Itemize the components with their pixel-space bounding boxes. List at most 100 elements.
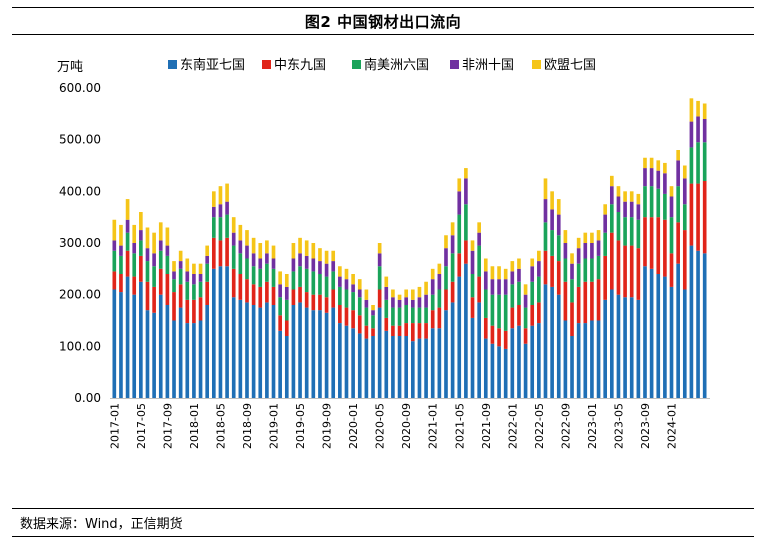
bar-segment	[185, 299, 190, 324]
bar-segment	[629, 217, 634, 246]
bar-segment	[331, 261, 336, 272]
bar-segment	[192, 263, 196, 274]
legend-label: 中东九国	[274, 58, 326, 73]
bar-segment	[251, 305, 256, 398]
bar-segment	[656, 217, 661, 274]
bar-segment	[304, 268, 309, 293]
bar-segment	[364, 325, 369, 339]
bar-segment	[649, 157, 654, 169]
bar-segment	[404, 323, 409, 336]
bar-segment	[205, 255, 210, 264]
bar-segment	[643, 157, 647, 169]
bar-segment	[238, 299, 243, 398]
bar-segment	[616, 186, 621, 197]
bar-segment	[298, 253, 302, 267]
bar-segment	[364, 289, 369, 300]
bar-segment	[357, 315, 362, 334]
bar-segment	[238, 224, 243, 241]
source-note: 数据来源：Wind，正信期货	[20, 517, 183, 532]
bar-segment	[510, 328, 515, 398]
bar-segment	[656, 274, 661, 398]
bar-segment	[510, 284, 515, 308]
bar-segment	[284, 320, 289, 336]
bar-segment	[158, 268, 163, 295]
bar-segment	[218, 204, 223, 218]
bar-segment	[384, 317, 389, 331]
bar-segment	[271, 286, 276, 305]
bar-segment	[696, 116, 700, 143]
bar-segment	[211, 237, 216, 269]
bar-segment	[702, 142, 707, 181]
bar-segment	[132, 224, 137, 243]
bar-segment	[483, 289, 488, 318]
bar-segment	[245, 258, 249, 280]
bar-segment	[497, 346, 501, 398]
bar-segment	[483, 271, 488, 290]
bar-segment	[430, 328, 435, 398]
bar-segment	[503, 294, 508, 331]
bar-segment	[523, 307, 528, 329]
bar-segment	[676, 263, 680, 398]
bar-segment	[165, 245, 170, 256]
bar-segment	[643, 217, 647, 267]
bar-segment	[185, 271, 190, 282]
bar-segment	[225, 214, 229, 238]
bar-segment	[636, 248, 641, 300]
bar-segment	[211, 206, 216, 218]
bar-segment	[344, 325, 349, 398]
bar-segment	[318, 261, 322, 274]
bar-segment	[139, 255, 143, 282]
bar-segment	[291, 289, 296, 305]
bar-segment	[556, 294, 561, 398]
bar-segment	[590, 258, 594, 282]
x-tick-label: 2023-09	[639, 403, 652, 449]
bar-segment	[357, 279, 362, 290]
bar-segment	[437, 263, 442, 274]
bar-segment	[198, 281, 203, 298]
bar-segment	[198, 274, 203, 282]
bar-segment	[523, 294, 528, 308]
bar-segment	[145, 227, 150, 249]
bar-segment	[450, 281, 455, 303]
legend-swatch	[450, 60, 459, 69]
bar-segment	[623, 245, 627, 298]
bar-segment	[530, 258, 535, 267]
bar-segment	[623, 191, 627, 202]
bar-segment	[225, 183, 229, 202]
bar-segment	[265, 253, 269, 264]
bar-segment	[590, 320, 594, 398]
bar-segment	[550, 191, 554, 210]
bar-segment	[178, 250, 183, 262]
bar-segment	[696, 250, 700, 398]
bar-segment	[543, 178, 548, 200]
bar-segment	[629, 201, 634, 218]
bar-segment	[284, 299, 289, 321]
bar-segment	[112, 250, 117, 272]
bar-segment	[424, 323, 428, 339]
bar-segment	[371, 315, 375, 329]
bar-segment	[318, 294, 322, 311]
bar-segment	[251, 237, 256, 254]
bar-segment	[231, 297, 236, 398]
bar-segment	[457, 276, 462, 398]
bar-segment	[251, 266, 256, 285]
bar-segment	[165, 227, 170, 246]
bar-segment	[437, 274, 442, 290]
bar-segment	[397, 294, 402, 300]
bar-segment	[656, 160, 661, 171]
bar-segment	[152, 312, 156, 398]
x-tick-label: 2017-05	[135, 403, 148, 449]
bar-segment	[444, 248, 448, 267]
bar-segment	[284, 286, 289, 300]
bar-segment	[132, 243, 137, 254]
bar-segment	[198, 297, 203, 321]
bar-segment	[537, 302, 541, 324]
bar-segment	[682, 230, 687, 290]
bar-segment	[583, 323, 588, 398]
x-tick-label: 2023-05	[612, 403, 625, 449]
bar-segment	[265, 240, 269, 254]
bar-segment	[543, 284, 548, 398]
bar-segment	[172, 279, 176, 293]
bar-segment	[556, 214, 561, 236]
bar-segment	[470, 250, 475, 274]
